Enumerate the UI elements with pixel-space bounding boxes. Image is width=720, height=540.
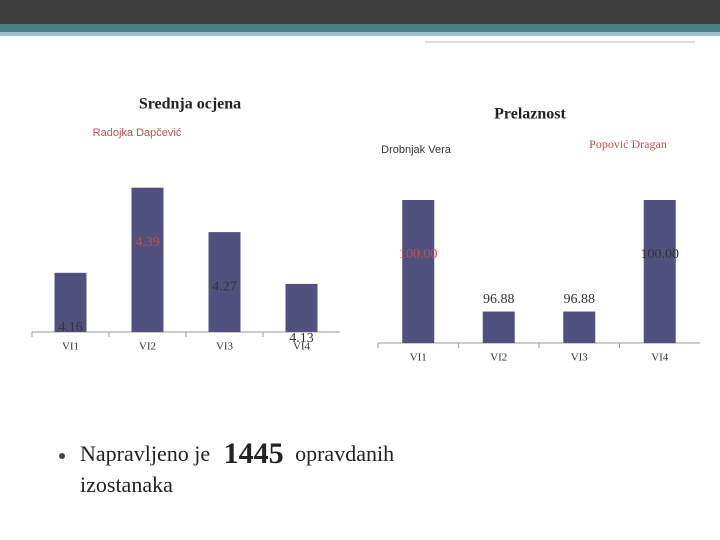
header-stripe <box>0 24 720 32</box>
bar <box>54 272 87 332</box>
annotation: Drobnjak Vera <box>381 144 452 156</box>
bullet-text: izostanaka <box>80 472 173 497</box>
chart-title: Prelaznost <box>494 106 566 123</box>
bar <box>131 187 164 332</box>
bar <box>208 232 241 332</box>
value-label: 100.00 <box>641 247 680 262</box>
x-tick-label: VI2 <box>139 341 156 353</box>
bar <box>402 200 435 343</box>
bar <box>563 311 596 343</box>
bar <box>482 311 515 343</box>
x-tick-label: VI1 <box>410 352 427 364</box>
bullet-text: Napravljeno je 1445 opravdanih <box>80 437 394 470</box>
value-label: 96.88 <box>564 292 596 307</box>
x-tick-label: VI3 <box>571 352 589 364</box>
chart-title: Srednja ocjena <box>139 96 241 113</box>
header-band <box>0 0 720 24</box>
bullet-number: 1445 <box>224 437 284 470</box>
header-line <box>0 32 720 36</box>
bullet-text: Napravljeno je <box>80 441 210 466</box>
annotation: Popović Dragan <box>589 137 667 151</box>
value-label: 4.16 <box>58 320 83 335</box>
x-tick-label: VI4 <box>651 352 669 364</box>
value-label: 4.39 <box>135 235 160 250</box>
x-tick-label: VI4 <box>293 341 311 353</box>
value-label: 100.00 <box>399 247 438 262</box>
bullet-text: opravdanih <box>295 441 394 466</box>
x-tick-label: VI1 <box>62 341 79 353</box>
x-tick-label: VI3 <box>216 341 234 353</box>
value-label: 96.88 <box>483 292 515 307</box>
bullet-dot <box>59 453 65 459</box>
bar <box>285 283 318 332</box>
value-label: 4.27 <box>212 279 237 294</box>
annotation: Radojka Dapčević <box>93 127 182 139</box>
x-tick-label: VI2 <box>490 352 507 364</box>
bar <box>643 200 676 343</box>
value-label: 4.13 <box>289 331 314 346</box>
